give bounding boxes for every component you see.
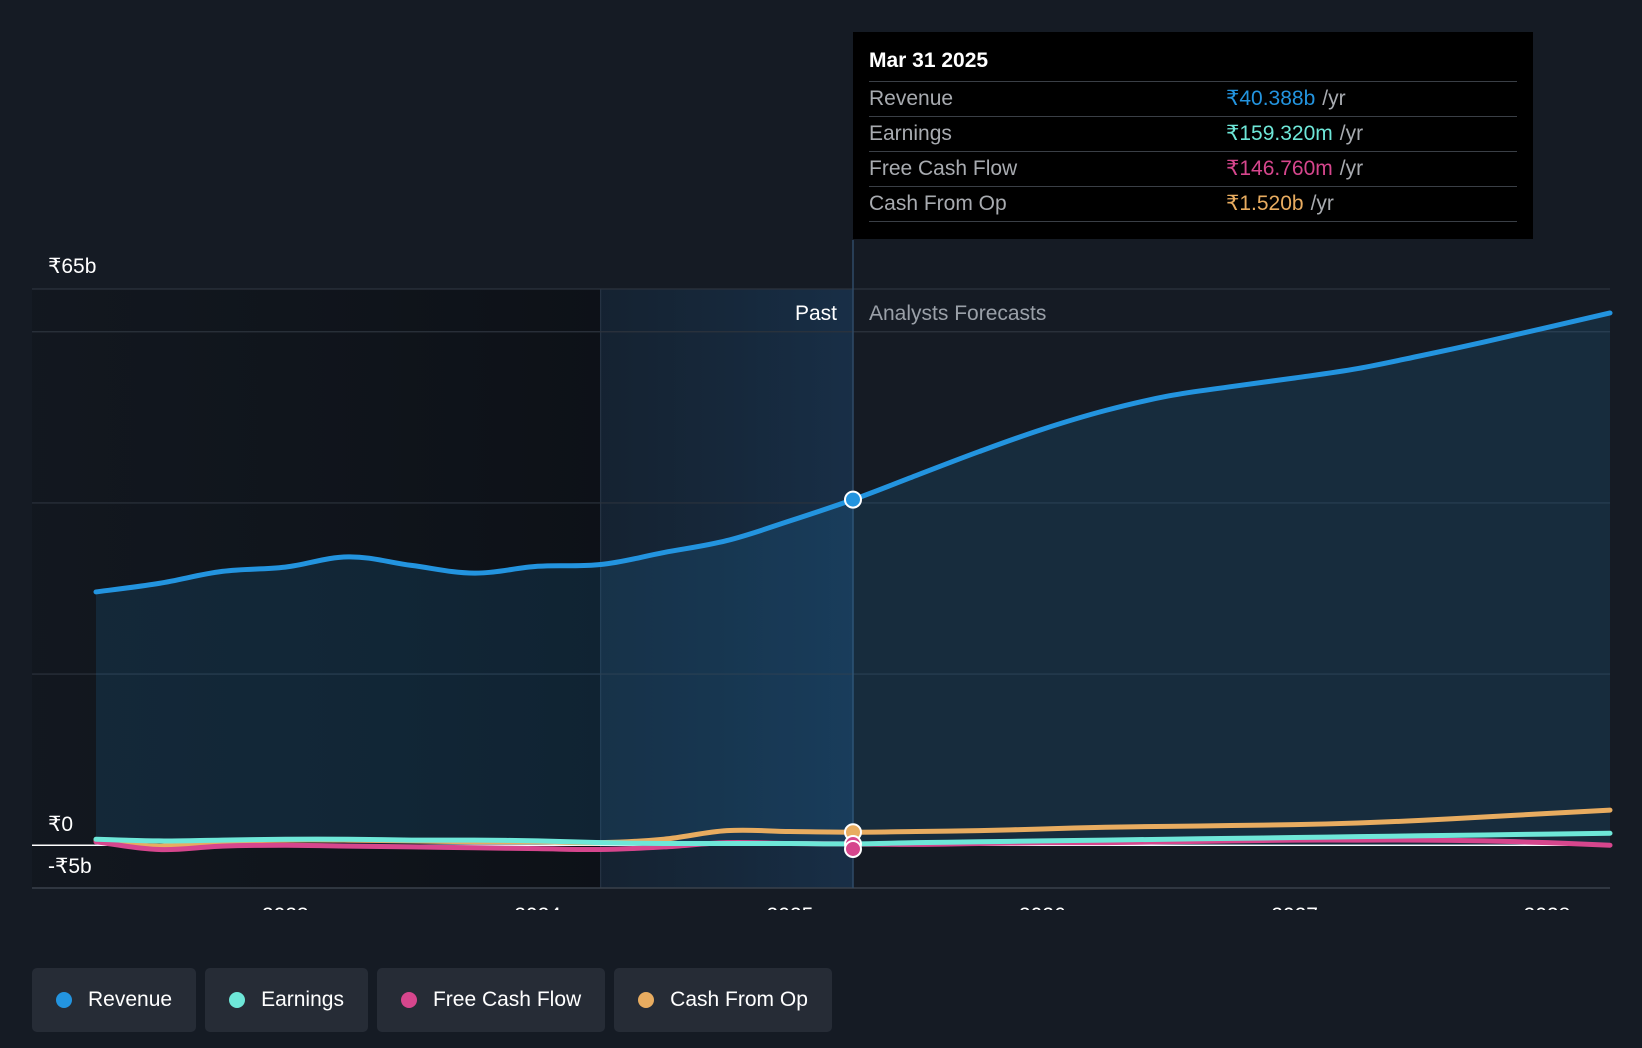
tooltip-date: Mar 31 2025 (869, 46, 1517, 82)
past-label: Past (795, 302, 837, 325)
y-label-top: ₹65b (48, 255, 96, 278)
tooltip-unit: /yr (1322, 87, 1346, 110)
tooltip-value: ₹1.520b (1226, 192, 1304, 215)
x-tick-label: 2024 (514, 904, 561, 910)
legend-label: Revenue (88, 988, 173, 1011)
tooltip-row-revenue: Revenue ₹40.388b /yr (869, 82, 1517, 117)
x-tick-label: 2023 (262, 904, 309, 910)
x-tick-label: 2028 (1524, 904, 1571, 910)
legend-item-cash-from-op[interactable]: Cash From Op (614, 968, 832, 1032)
tooltip-unit: /yr (1339, 157, 1364, 180)
highlight-region (600, 289, 853, 888)
tooltip-row-earnings: Earnings ₹159.320m /yr (869, 117, 1517, 152)
tooltip-value: ₹159.320m (1226, 122, 1333, 145)
x-tick-label: 2025 (767, 904, 814, 910)
marker-revenue (844, 490, 862, 509)
tooltip-unit: /yr (1310, 192, 1334, 215)
legend-item-revenue[interactable]: Revenue (32, 968, 197, 1032)
revenue-area (96, 312, 1610, 846)
x-tick-label: 2027 (1271, 904, 1318, 910)
chart: ₹65b ₹0 -₹5b Past Analysts Forecasts 2023 2024… (32, 240, 1613, 910)
revenue-dot-icon (56, 992, 72, 1008)
legend-label: Earnings (261, 988, 344, 1011)
legend-label: Cash From Op (670, 988, 808, 1011)
tooltip-unit: /yr (1339, 122, 1364, 145)
tooltip-row-cash-from-op: Cash From Op ₹1.520b /yr (869, 187, 1517, 222)
y-label-bottom: -₹5b (48, 855, 92, 878)
earnings-dot-icon (229, 992, 246, 1008)
tooltip-value: ₹40.388b (1226, 87, 1316, 110)
legend-item-earnings[interactable]: Earnings (205, 968, 368, 1032)
legend-item-free-cash-flow[interactable]: Free Cash Flow (376, 968, 606, 1032)
marker-free-cash-flow-point (844, 839, 862, 858)
tooltip-label: Earnings (869, 122, 952, 145)
forecast-label: Analysts Forecasts (869, 302, 1046, 325)
y-label-zero: ₹0 (48, 813, 73, 836)
tooltip: Mar 31 2025 Revenue ₹40.388b /yr Earning… (853, 32, 1533, 239)
tooltip-label: Revenue (869, 87, 954, 110)
x-tick-label: 2026 (1019, 904, 1066, 910)
tooltip-label: Cash From Op (869, 192, 1007, 215)
cash-from-op-dot-icon (638, 992, 655, 1008)
legend: Revenue Earnings Free Cash Flow Cash Fro… (32, 968, 832, 1032)
legend-label: Free Cash Flow (432, 988, 582, 1011)
tooltip-value: ₹146.760m (1226, 157, 1333, 180)
free-cash-flow-dot-icon (400, 992, 417, 1008)
tooltip-row-free-cash-flow: Free Cash Flow ₹146.760m /yr (869, 152, 1517, 187)
tooltip-label: Free Cash Flow (869, 157, 1018, 180)
